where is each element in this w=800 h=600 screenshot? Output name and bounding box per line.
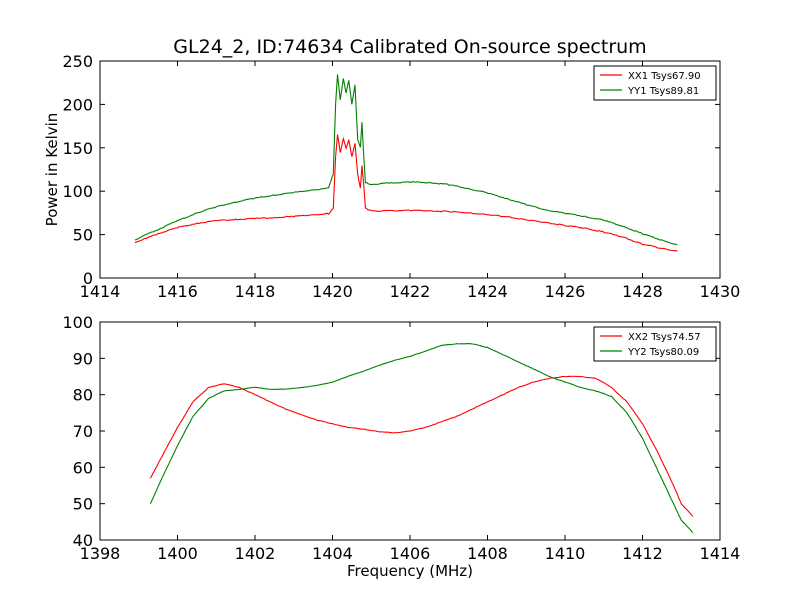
legend-entry: XX2 Tsys74.57: [628, 332, 701, 343]
x-tick-label: 1430: [700, 282, 741, 301]
y-tick-label: 70: [73, 422, 93, 441]
legend: XX1 Tsys67.90 YY1 Tsys89.81: [593, 65, 717, 101]
x-tick-label: 1406: [390, 544, 431, 563]
x-tick-label: 1426: [545, 282, 586, 301]
x-tick-label: 1416: [157, 282, 198, 301]
series-line-1-xx: [134, 134, 678, 252]
x-tick-label: 1400: [157, 544, 198, 563]
y-tick-label: 0: [83, 269, 93, 288]
y-tick-label: 100: [62, 313, 93, 332]
y-tick-label: 50: [73, 495, 93, 514]
y-axis-label: Power in Kelvin: [43, 113, 61, 227]
y-tick-label: 150: [62, 139, 93, 158]
x-tick-label: 1420: [312, 282, 353, 301]
legend-box: [593, 65, 717, 101]
x-tick-label: 1414: [700, 544, 741, 563]
x-tick-label: 1418: [235, 282, 276, 301]
x-tick-label: 1408: [467, 544, 508, 563]
x-tick-label: 1424: [467, 282, 508, 301]
x-tick-label: 1398: [80, 544, 121, 563]
series-line-2-yy: [149, 343, 694, 534]
x-tick-label: 1404: [312, 544, 353, 563]
x-tick-label: 1428: [622, 282, 663, 301]
y-tick-label: 60: [73, 458, 93, 477]
y-tick-label: 90: [73, 349, 93, 368]
x-tick-label: 1422: [390, 282, 431, 301]
y-tick-label: 200: [62, 95, 93, 114]
bottom-spectrum-plot: 1398 1400 1402 1404 1406 1408 1410 1412 1414 40 50…: [62, 313, 740, 580]
y-tick-label: 100: [62, 182, 93, 201]
figure-title: GL24_2, ID:74634 Calibrated On-source sp…: [173, 36, 646, 58]
legend-entry: YY2 Tsys80.09: [627, 347, 699, 358]
top-spectrum-plot: 1414 1416 1418 1420 1422 1424 1426 1428 1430 0 50 1…: [43, 52, 740, 301]
y-tick-label: 50: [73, 226, 93, 245]
x-axis-label: Frequency (MHz): [347, 562, 473, 580]
x-tick-label: 1402: [235, 544, 276, 563]
x-tick-label: 1412: [622, 544, 663, 563]
x-tick-label: 1410: [545, 544, 586, 563]
x-tick-label: 1414: [80, 282, 121, 301]
series-line-1-yy: [134, 74, 678, 246]
series-line-2-xx: [149, 375, 694, 517]
y-tick-label: 250: [62, 52, 93, 71]
legend-entry: XX1 Tsys67.90: [628, 71, 701, 82]
legend-entry: YY1 Tsys89.81: [627, 86, 699, 97]
y-tick-label: 80: [73, 386, 93, 405]
legend: XX2 Tsys74.57 YY2 Tsys80.09: [593, 326, 717, 362]
y-tick-label: 40: [73, 531, 93, 550]
legend-box: [593, 326, 717, 362]
